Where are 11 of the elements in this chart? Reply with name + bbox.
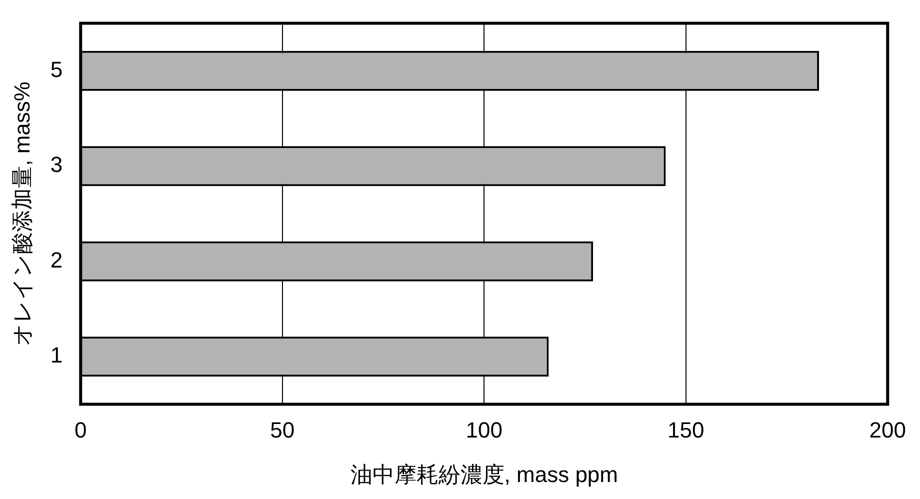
y-tick-label: 5 — [50, 56, 63, 82]
y-axis-title: オレイン酸添加量, mass% — [9, 82, 34, 346]
x-tick-label: 200 — [869, 417, 906, 442]
x-tick-label: 0 — [74, 417, 87, 442]
x-tick-label: 150 — [668, 417, 704, 442]
y-tick-label: 1 — [50, 342, 63, 368]
y-tick-label: 3 — [50, 152, 63, 178]
x-axis-title: 油中摩耗紛濃度, mass ppm — [350, 462, 618, 487]
y-tick-label: 2 — [50, 247, 63, 272]
x-tick-label: 100 — [466, 417, 502, 442]
x-tick-label: 50 — [270, 417, 295, 442]
